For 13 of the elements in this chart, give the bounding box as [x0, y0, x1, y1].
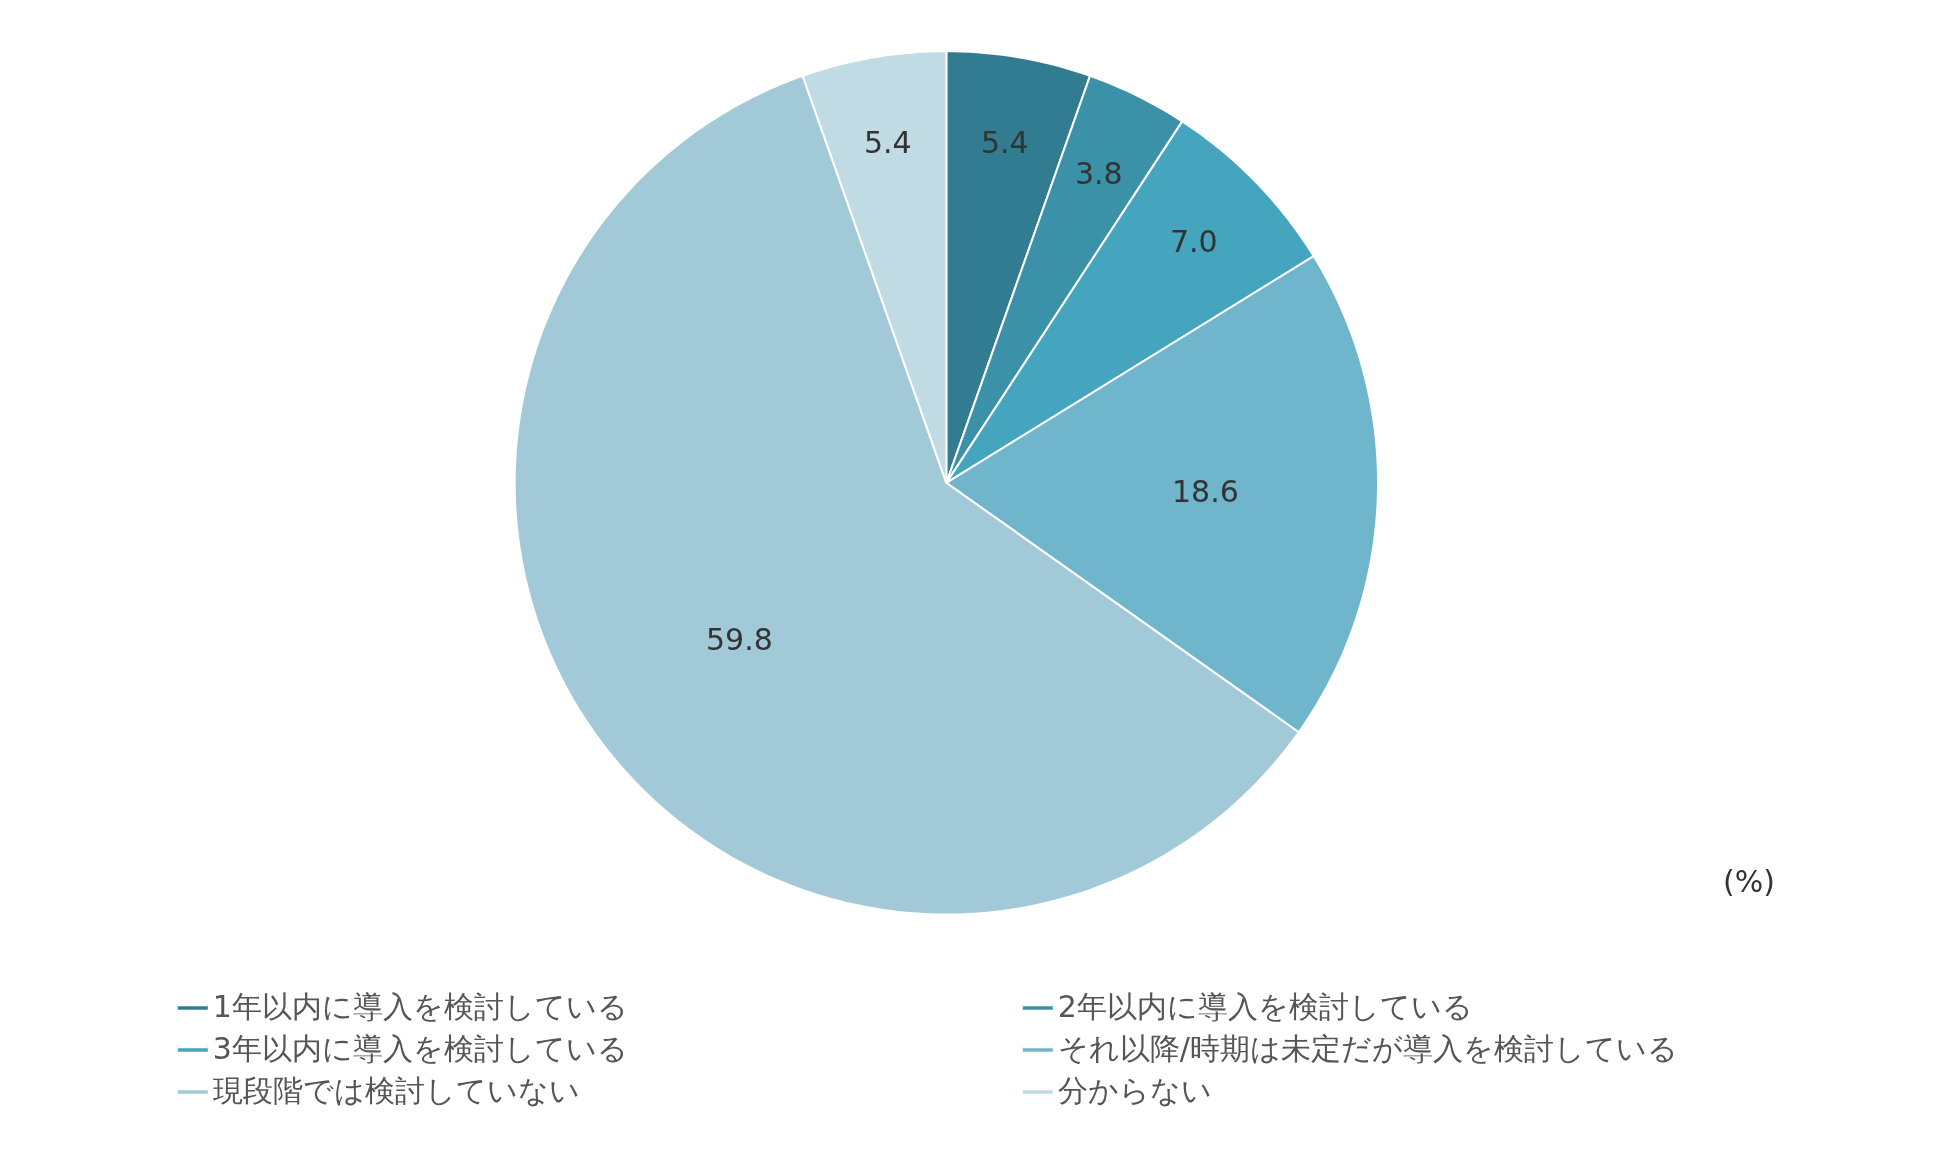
legend-label: それ以降/時期は未定だが導入を検討している: [1057, 1031, 1678, 1067]
data-label: 59.8: [706, 622, 773, 657]
legend-label: 3年以内に導入を検討している: [212, 1031, 628, 1067]
legend-label: 現段階では検討していない: [212, 1073, 580, 1109]
data-label: 7.0: [1170, 224, 1218, 259]
data-label: 3.8: [1075, 156, 1123, 191]
legend-label: 1年以内に導入を検討している: [212, 989, 628, 1025]
data-label: 5.4: [864, 125, 912, 160]
data-label: 5.4: [981, 125, 1029, 160]
legend-label: 2年以内に導入を検討している: [1057, 989, 1473, 1025]
legend-label: 分からない: [1057, 1073, 1212, 1109]
data-label: 18.6: [1172, 474, 1239, 509]
text: (%): [1723, 864, 1775, 899]
